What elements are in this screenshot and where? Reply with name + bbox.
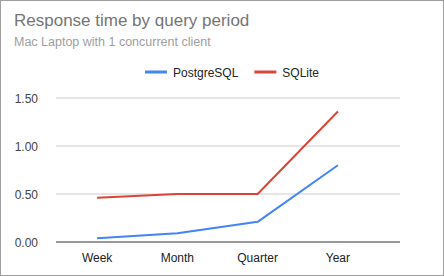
x-tick-label: Quarter xyxy=(237,251,278,265)
grid-line xyxy=(56,242,400,243)
legend: PostgreSQL SQLite xyxy=(145,66,319,80)
legend-label: SQLite xyxy=(282,66,319,80)
legend-label: PostgreSQL xyxy=(173,66,239,80)
legend-swatch xyxy=(254,71,276,74)
x-tick-label: Week xyxy=(82,251,113,265)
x-tick-label: Month xyxy=(161,251,194,265)
x-tick-label: Year xyxy=(326,251,350,265)
subtitle: Mac Laptop with 1 concurrent client xyxy=(14,35,211,49)
series-line xyxy=(97,111,338,197)
legend-swatch xyxy=(145,71,167,74)
y-tick-label: 1.50 xyxy=(15,92,39,106)
y-tick-label: 0.50 xyxy=(15,188,39,202)
series-line xyxy=(97,165,338,238)
y-tick-label: 0.00 xyxy=(15,236,39,250)
y-tick-label: 1.00 xyxy=(15,140,39,154)
title: Response time by query period xyxy=(14,11,249,30)
frame xyxy=(1,1,444,276)
grid-line xyxy=(56,146,400,147)
chart: Response time by query period Mac Laptop … xyxy=(0,0,444,276)
plot-area xyxy=(97,111,338,238)
grid-line xyxy=(56,98,400,99)
